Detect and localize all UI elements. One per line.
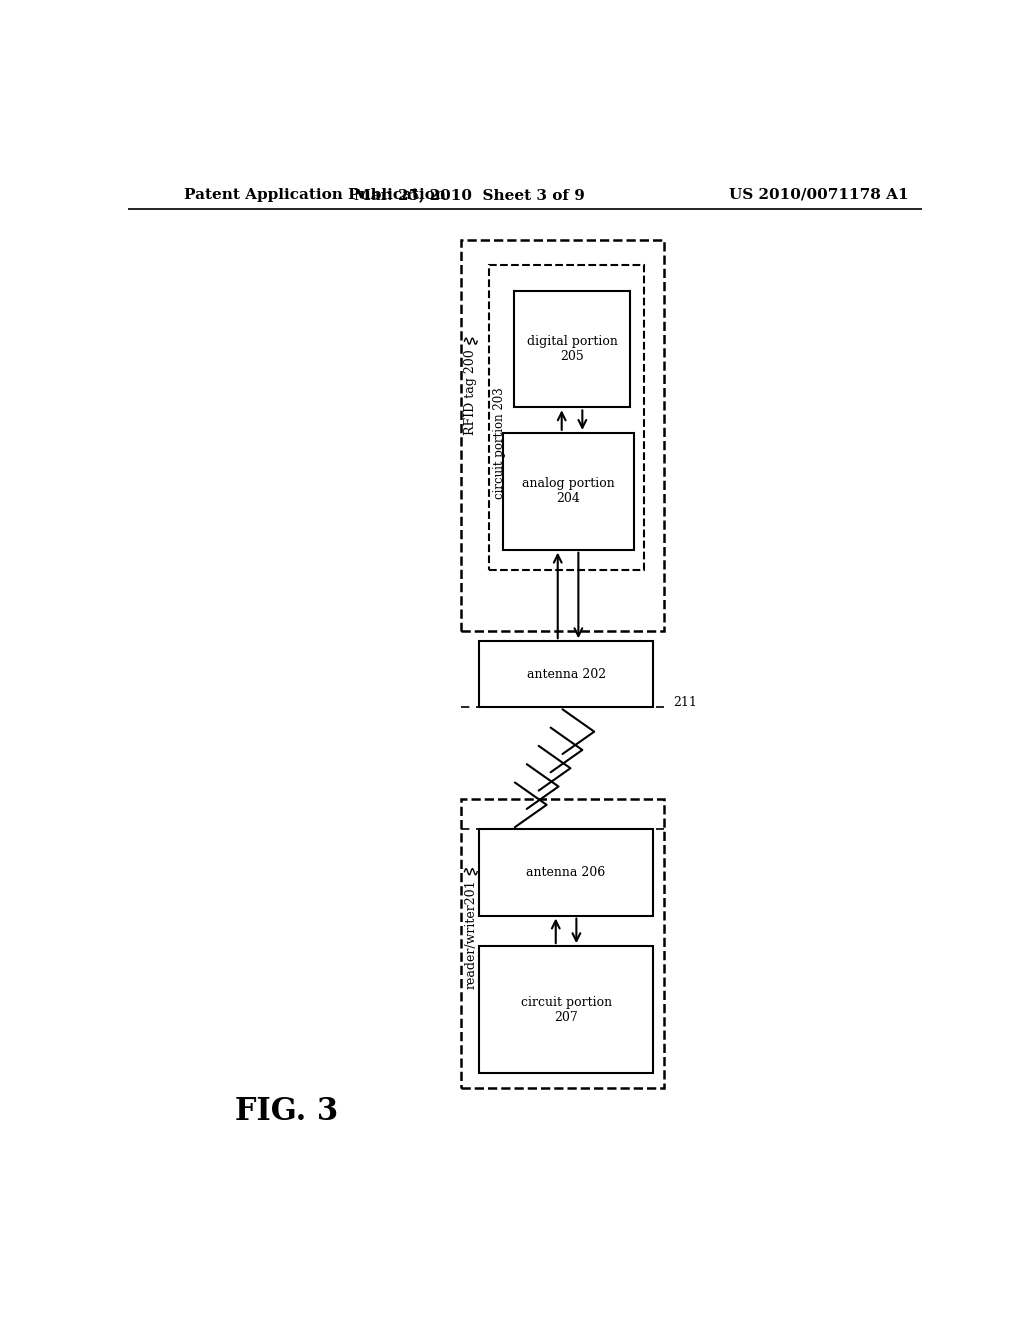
Text: analog portion
204: analog portion 204 (521, 478, 614, 506)
Bar (503, 433, 634, 549)
Text: US 2010/0071178 A1: US 2010/0071178 A1 (729, 187, 908, 202)
Text: 211: 211 (673, 696, 697, 709)
Text: circuit portion 203: circuit portion 203 (493, 387, 506, 499)
Bar (461, 240, 664, 631)
Text: antenna 202: antenna 202 (526, 668, 605, 681)
Text: Mar. 25, 2010  Sheet 3 of 9: Mar. 25, 2010 Sheet 3 of 9 (354, 187, 585, 202)
Text: reader/writer201: reader/writer201 (464, 880, 477, 990)
Bar (461, 799, 664, 1089)
Bar (479, 829, 653, 916)
Bar (514, 290, 630, 408)
Text: FIG. 3: FIG. 3 (236, 1097, 338, 1127)
Text: digital portion
205: digital portion 205 (526, 335, 617, 363)
Text: Patent Application Publication: Patent Application Publication (183, 187, 445, 202)
Bar (479, 946, 653, 1073)
Text: antenna 206: antenna 206 (526, 866, 605, 879)
Text: circuit portion
207: circuit portion 207 (520, 995, 611, 1023)
Text: RFID tag 200: RFID tag 200 (464, 350, 477, 436)
Bar (479, 642, 653, 708)
Bar (489, 265, 644, 570)
